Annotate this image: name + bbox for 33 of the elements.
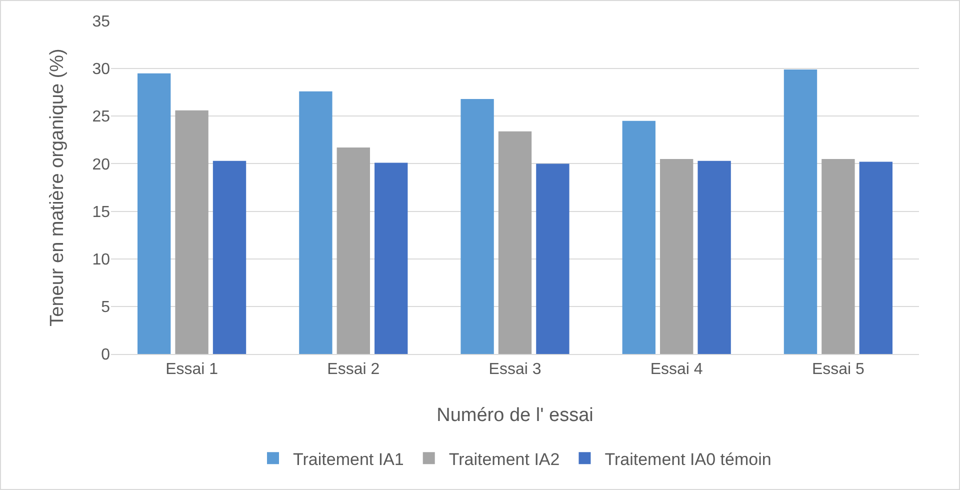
- legend-label: Traitement IA2: [448, 450, 560, 469]
- legend-label: Traitement IA0 témoin: [604, 450, 772, 469]
- y-tick-label: 35: [92, 14, 110, 31]
- bar: [212, 160, 246, 354]
- bar: [175, 110, 208, 354]
- y-tick-label: 20: [92, 156, 110, 174]
- y-tick-label: 15: [92, 204, 110, 221]
- x-tick-label: Essai 4: [650, 361, 703, 378]
- bar: [299, 91, 332, 354]
- y-tick-label: 0: [101, 346, 110, 364]
- x-tick-label: Essai 1: [166, 361, 218, 378]
- legend-label: Traitement IA1: [293, 450, 404, 469]
- bar: [822, 158, 855, 354]
- x-axis-title: Numéro de l' essai: [436, 405, 594, 426]
- y-axis-title: Teneur en matière organique (%): [47, 48, 68, 326]
- bar: [498, 131, 532, 354]
- x-tick-label: Essai 3: [488, 361, 542, 378]
- bar: [374, 162, 408, 354]
- bar: [622, 120, 656, 354]
- bar: [536, 164, 570, 354]
- y-tick-label: 30: [92, 61, 110, 78]
- x-tick-label: Essai 5: [812, 361, 865, 378]
- bar: [460, 99, 494, 354]
- bar: [336, 148, 370, 354]
- y-tick-label: 25: [92, 108, 110, 126]
- bar: [698, 160, 731, 354]
- y-tick-label: 5: [101, 299, 110, 316]
- bar: [784, 70, 818, 354]
- bar: [660, 158, 694, 354]
- bar: [138, 73, 171, 354]
- y-tick-label: 10: [92, 251, 110, 268]
- x-tick-label: Essai 2: [327, 361, 380, 378]
- bar: [859, 162, 892, 354]
